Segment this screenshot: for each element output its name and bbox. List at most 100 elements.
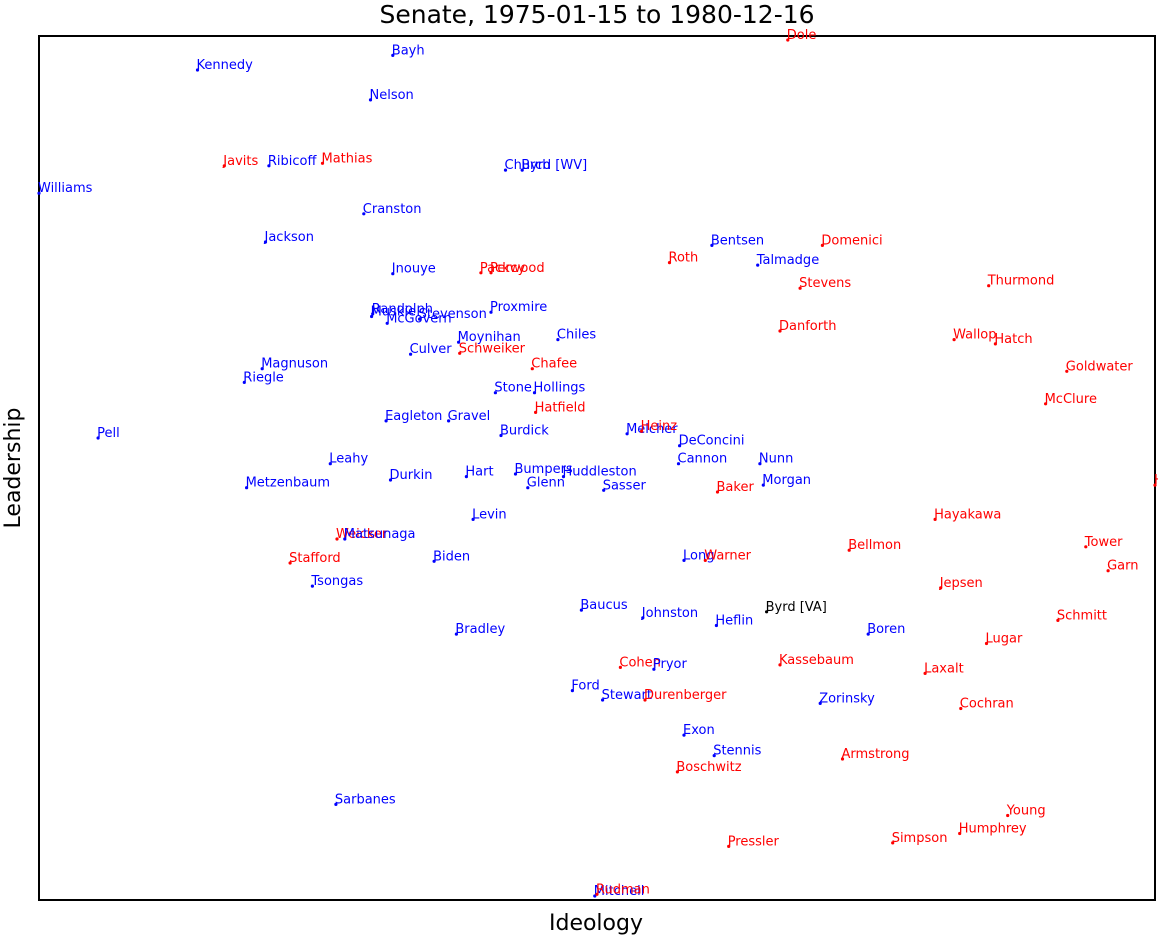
point-marker <box>820 243 825 247</box>
senator-point: Goldwater <box>1065 359 1133 374</box>
point-marker <box>310 584 314 588</box>
point-label: Lugar <box>986 632 1023 647</box>
point-marker <box>1084 545 1088 549</box>
point-marker <box>866 632 870 636</box>
senator-point: Matsunaga <box>343 527 416 542</box>
point-marker <box>652 667 656 671</box>
point-marker <box>714 623 719 628</box>
senator-point: Magnuson <box>260 357 328 372</box>
senator-point: Javits <box>222 154 258 169</box>
point-label: Culver <box>410 342 453 357</box>
point-marker <box>891 841 895 845</box>
point-marker <box>335 537 339 541</box>
point-label: Javits <box>222 154 258 169</box>
point-label: Chafee <box>531 357 577 372</box>
senator-point: Cannon <box>676 452 728 467</box>
senator-point: Ribicoff <box>267 154 318 169</box>
point-label: Bayh <box>392 43 425 58</box>
point-label: Young <box>1006 804 1046 819</box>
senator-point: Durkin <box>388 468 433 483</box>
senator-point: Baker <box>715 480 754 495</box>
point-label: Chiles <box>557 328 597 343</box>
point-marker <box>418 317 422 321</box>
point-label: Inouye <box>392 262 436 277</box>
point-marker <box>595 892 599 896</box>
point-label: Tsongas <box>310 574 363 589</box>
point-marker <box>847 548 851 552</box>
point-label: Sasser <box>603 478 647 493</box>
point-label: Pryor <box>653 657 688 672</box>
point-label: Williams <box>38 181 93 196</box>
senator-point: Johnston <box>641 606 698 621</box>
senator-point: Pressler <box>727 834 780 849</box>
point-marker <box>489 271 493 275</box>
point-marker <box>384 419 388 423</box>
senator-point: Garn <box>1106 559 1139 574</box>
senator-point: Melcher <box>625 422 678 437</box>
point-marker <box>703 558 707 563</box>
point-label: Pressler <box>728 834 780 849</box>
point-label: Hatfield <box>535 400 586 415</box>
point-marker <box>1106 569 1110 573</box>
point-label: Packwood <box>480 261 545 276</box>
point-label: Wallop <box>953 328 996 343</box>
point-marker <box>1044 402 1048 406</box>
point-label: Hayakawa <box>934 507 1001 522</box>
point-marker <box>987 284 991 288</box>
point-label: Roth <box>669 251 699 266</box>
point-marker <box>625 432 629 436</box>
y-axis-label: Leadership <box>1 408 26 529</box>
senator-point: Culver <box>409 342 452 357</box>
point-label: Cranston <box>363 202 422 217</box>
senator-point: Mathias <box>320 151 373 166</box>
senator-point: Thurmond <box>987 274 1055 289</box>
point-label: Nunn <box>759 452 793 467</box>
senator-point: Nelson <box>368 88 414 103</box>
point-marker <box>593 894 597 898</box>
point-label: Dole <box>787 28 817 43</box>
point-label: Heflin <box>715 614 753 629</box>
senator-point: Schmitt <box>1056 608 1107 623</box>
point-label: Hollings <box>534 381 586 396</box>
point-marker <box>1006 813 1010 818</box>
point-label: Cannon <box>678 452 728 467</box>
point-label: Cochran <box>960 697 1014 712</box>
point-marker <box>959 706 963 711</box>
senator-point: Pryor <box>652 657 688 672</box>
senator-point: Domenici <box>820 233 883 248</box>
point-label: Rudman <box>596 882 650 897</box>
senator-point: Stewart <box>601 688 652 703</box>
point-marker <box>432 559 436 563</box>
point-label: Stevenson <box>419 307 487 322</box>
senator-point: Glenn <box>526 476 565 491</box>
senator-point: Kennedy <box>195 58 253 73</box>
senator-point: Durenberger <box>643 688 727 703</box>
senator-point: Hatfield <box>534 400 585 415</box>
point-label: Levin <box>472 507 507 522</box>
senator-point: Hollings <box>532 381 586 396</box>
senator-point: Young <box>1006 804 1046 819</box>
senator-point: Tsongas <box>310 574 363 589</box>
point-label: Schweiker <box>459 341 526 356</box>
point-marker <box>391 272 395 276</box>
senator-point: Stennis <box>712 744 762 759</box>
senator-point: Jepsen <box>939 576 983 591</box>
point-label: Matsunaga <box>344 527 416 542</box>
point-label: Mathias <box>322 151 373 166</box>
point-marker <box>675 770 680 774</box>
point-marker <box>362 212 366 216</box>
point-label: Durenberger <box>644 688 727 703</box>
point-marker <box>818 701 822 706</box>
point-marker <box>676 462 681 466</box>
point-label: Tower <box>1084 535 1123 550</box>
point-label: Stevens <box>799 276 851 291</box>
senator-point: Bumpers <box>513 462 573 477</box>
point-label: Durkin <box>390 468 433 483</box>
point-label: Metzenbaum <box>246 476 331 491</box>
point-marker <box>778 329 782 333</box>
point-label: Talmadge <box>756 253 820 268</box>
senator-point: Stone <box>493 381 532 396</box>
senator-point: Inouye <box>391 262 436 277</box>
senator-point: Zorinsky <box>818 691 875 706</box>
